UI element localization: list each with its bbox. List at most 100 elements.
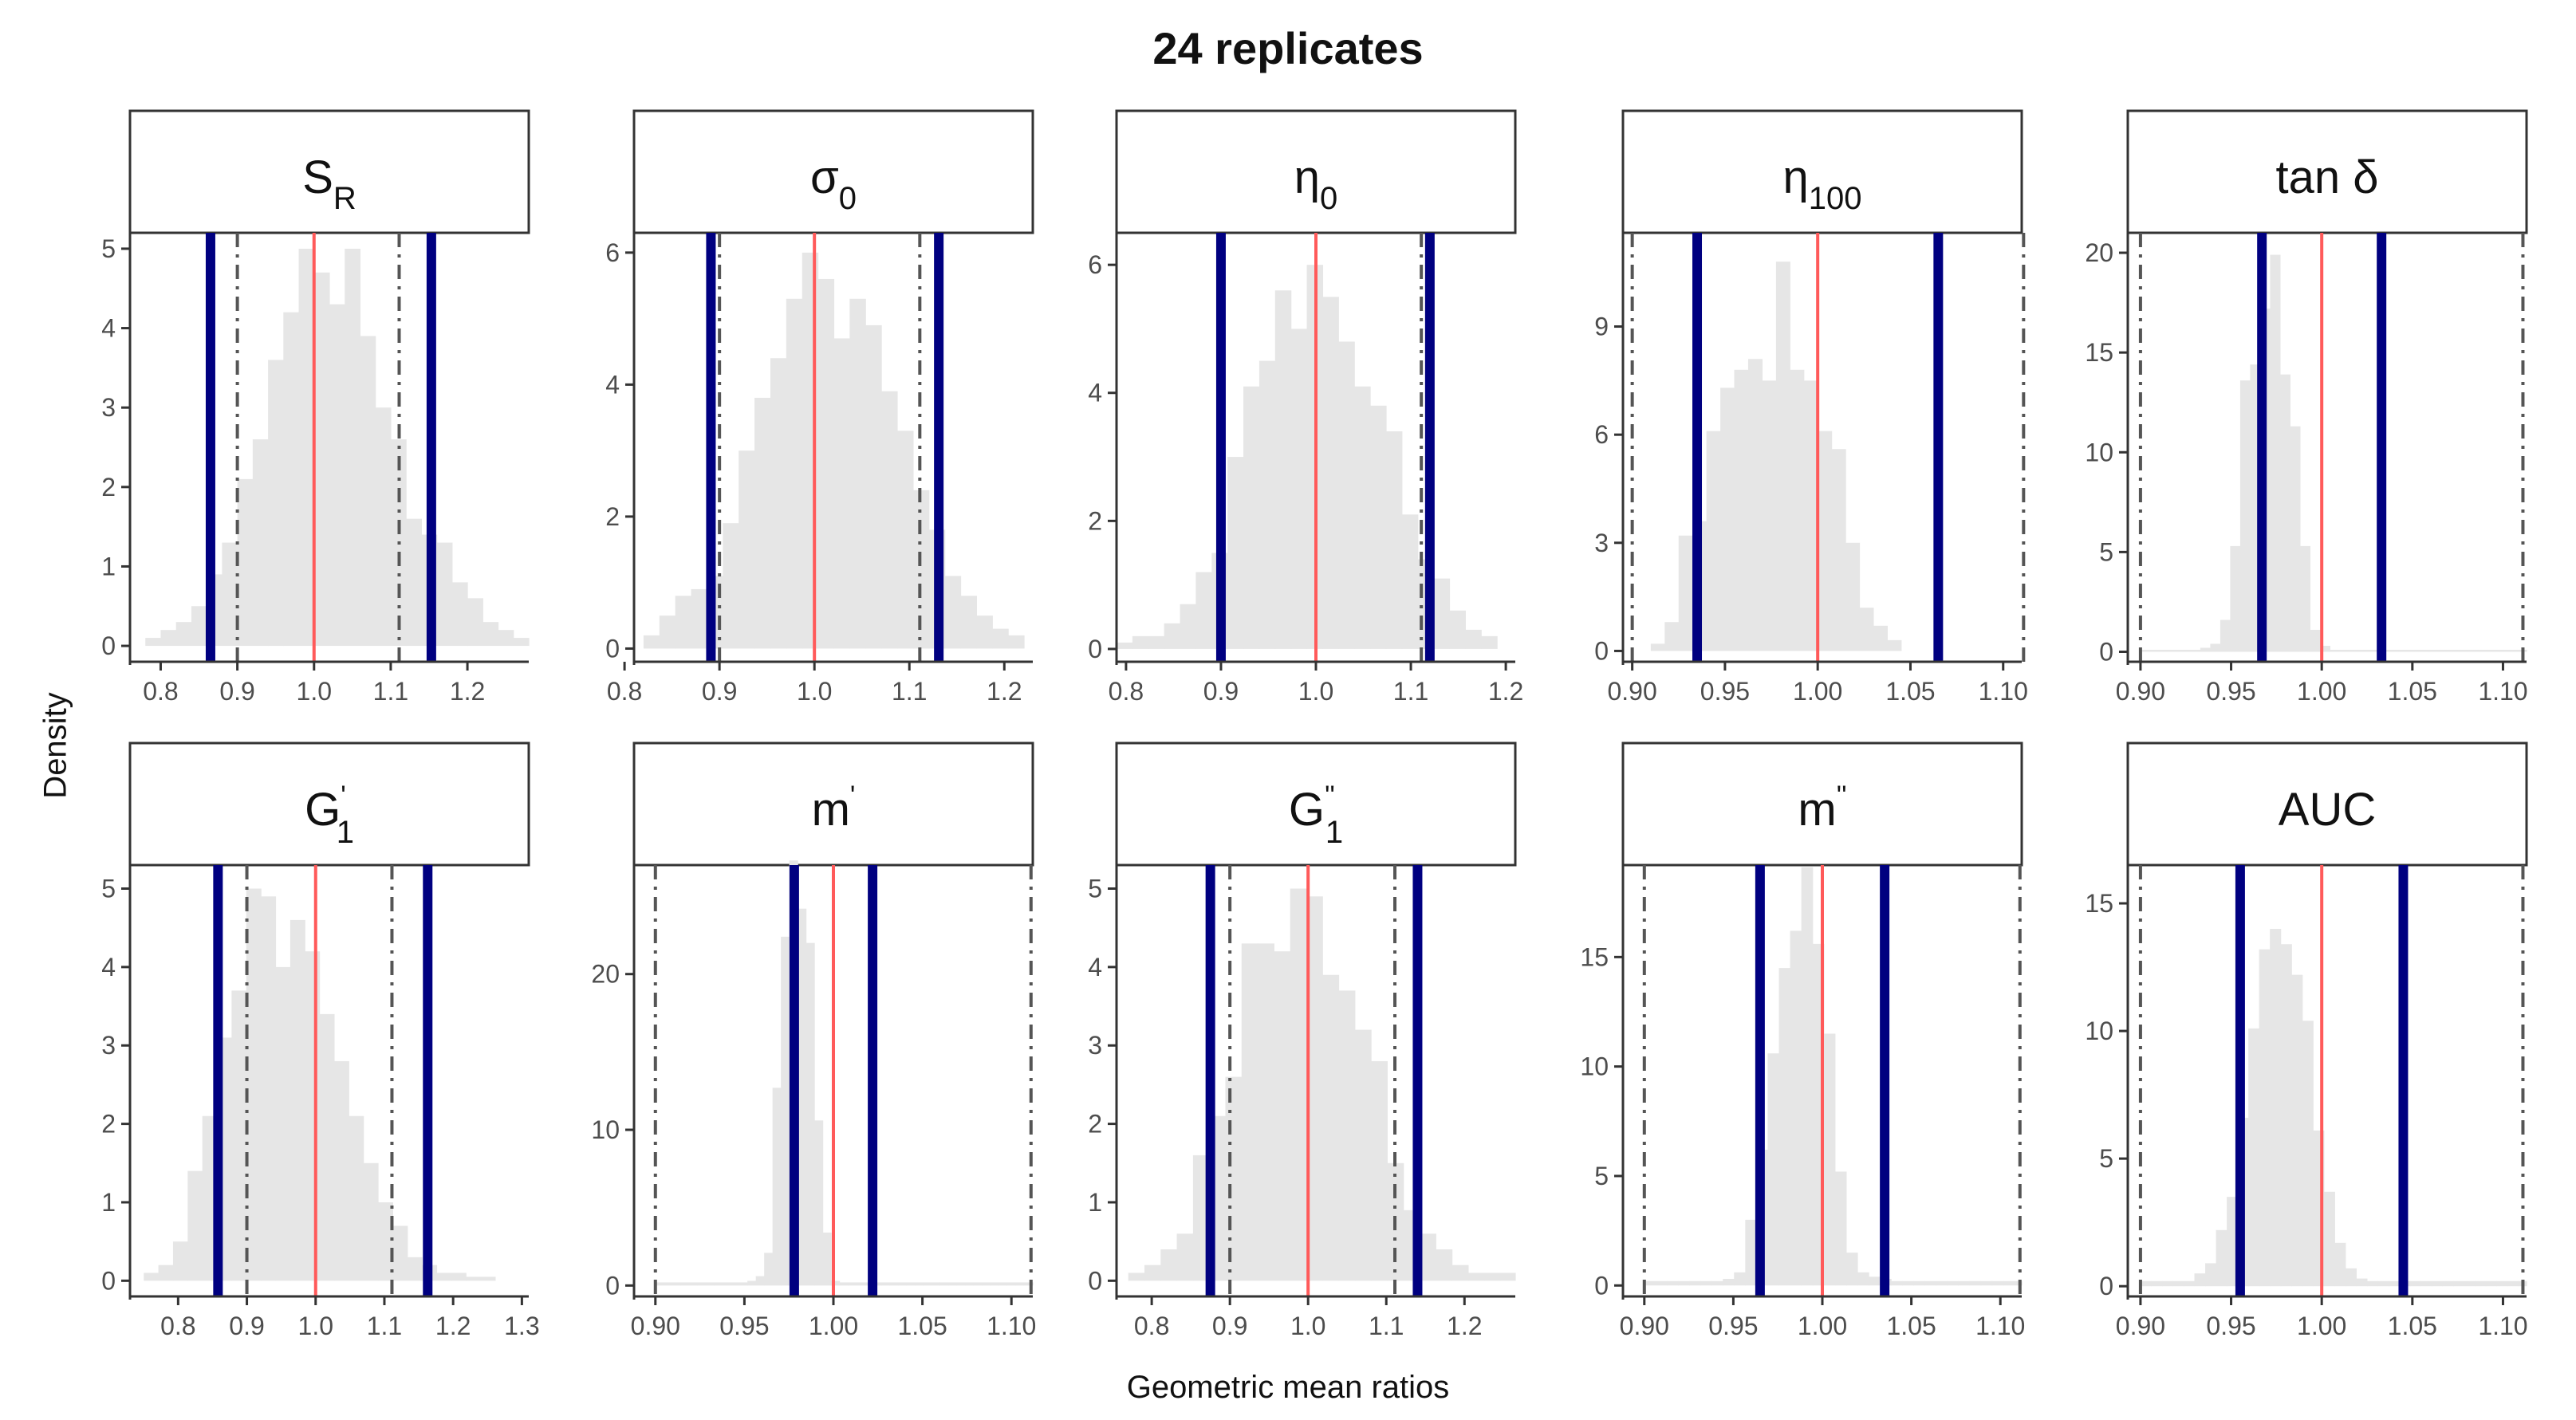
- histogram-bar: [714, 1282, 723, 1286]
- histogram-bar: [680, 1282, 690, 1286]
- histogram-bar: [1354, 386, 1371, 649]
- histogram-bar: [172, 1241, 188, 1281]
- y-tick-label: 2: [1088, 1110, 1102, 1139]
- histogram-bar: [2420, 1280, 2432, 1287]
- facet-strip: [2126, 741, 2528, 867]
- histogram-bar: [2459, 649, 2471, 652]
- histogram-bar: [2279, 374, 2291, 652]
- y-tick-label: 3: [1594, 529, 1609, 557]
- y-tick-label: 10: [1580, 1052, 1609, 1081]
- histogram-bar: [817, 278, 835, 649]
- histogram-bar: [881, 391, 898, 649]
- y-tick-label: 5: [2099, 537, 2113, 566]
- y-tick-label: 3: [101, 1031, 116, 1060]
- histogram-bar: [1014, 1282, 1024, 1286]
- histogram-bar: [1258, 943, 1274, 1281]
- histogram-bar: [436, 1272, 452, 1281]
- histogram-bar: [2248, 1028, 2260, 1287]
- histogram-bar: [1734, 1272, 1746, 1286]
- histogram-bar: [2270, 254, 2281, 652]
- y-tick-label: 0: [101, 631, 116, 660]
- histogram-bar: [237, 478, 254, 647]
- histogram-bar: [764, 1253, 774, 1286]
- histogram-bar: [973, 1282, 983, 1286]
- histogram-bar: [158, 1265, 174, 1281]
- x-tick-label: 0.90: [2116, 677, 2165, 706]
- histogram-bar: [1274, 951, 1291, 1281]
- histogram-bar: [1678, 535, 1693, 651]
- histogram-bar: [480, 1276, 496, 1281]
- histogram-bar: [1148, 635, 1165, 649]
- histogram-bar: [349, 1115, 364, 1281]
- y-tick-label: 0: [2099, 637, 2113, 666]
- histogram-bar: [2350, 649, 2361, 652]
- histogram-bar: [2270, 929, 2282, 1287]
- histogram-bar: [1924, 1280, 1937, 1286]
- histogram-bar: [2319, 645, 2331, 652]
- histogram-bar: [923, 1282, 932, 1286]
- histogram-bar: [931, 1282, 941, 1286]
- histogram-bar: [723, 523, 739, 649]
- histogram-bar: [947, 1282, 958, 1286]
- histogram-bar: [1734, 369, 1749, 651]
- histogram-bar: [392, 1225, 408, 1281]
- histogram-bar: [2339, 649, 2351, 652]
- histogram-bar: [275, 966, 291, 1281]
- histogram-bar: [1666, 1280, 1679, 1286]
- histogram-bar: [1767, 1053, 1780, 1286]
- histogram-bar: [2151, 1280, 2163, 1287]
- histogram-bar: [1338, 341, 1355, 649]
- facet-title: SR: [302, 151, 356, 216]
- y-tick-label: 10: [591, 1115, 620, 1144]
- histogram-bar: [2366, 1280, 2379, 1287]
- histogram-bar: [1465, 629, 1482, 649]
- histogram-bar: [2310, 629, 2321, 652]
- histogram-bar: [1023, 1282, 1033, 1286]
- histogram-bar: [2388, 1280, 2401, 1287]
- histogram-bar: [2003, 1280, 2015, 1286]
- x-tick-label: 1.0: [1298, 677, 1333, 706]
- histogram-bar: [451, 1272, 467, 1281]
- histogram-bar: [2429, 649, 2440, 652]
- histogram-bar: [144, 1272, 160, 1281]
- facet-strip: [632, 741, 1034, 867]
- histogram-bar: [1227, 457, 1244, 649]
- y-tick-label: 2: [101, 1110, 116, 1139]
- histogram-bar: [1747, 359, 1763, 651]
- histogram-bar: [691, 588, 708, 649]
- histogram-bar: [822, 1232, 832, 1286]
- y-tick-label: 4: [1088, 953, 1102, 981]
- x-tick-label: 1.1: [367, 1312, 402, 1340]
- histogram-bar: [1711, 1280, 1723, 1286]
- histogram-bar: [1192, 1154, 1210, 1281]
- x-tick-label: 1.2: [987, 677, 1022, 706]
- histogram-bar: [2507, 1280, 2519, 1287]
- histogram-bar: [333, 1060, 349, 1281]
- histogram-bar: [1225, 1076, 1243, 1281]
- histogram-bar: [160, 630, 177, 647]
- y-tick-label: 2: [1088, 506, 1102, 535]
- histogram-bar: [1180, 604, 1197, 649]
- histogram-bar: [498, 630, 514, 647]
- histogram-bar: [2184, 1280, 2196, 1287]
- facet-strip: [632, 109, 1034, 234]
- histogram-bar: [944, 576, 962, 649]
- x-tick-label: 1.3: [504, 1312, 539, 1340]
- x-tick-label: 0.8: [160, 1312, 195, 1340]
- facet-panel: σ0 0.8 0.9 1.0 1.1 1.2 0 2 4 6: [605, 109, 1034, 706]
- histogram-bar: [2280, 944, 2292, 1287]
- histogram-bar: [956, 1282, 966, 1286]
- histogram-bar: [1164, 623, 1181, 649]
- histogram-bar: [786, 298, 803, 649]
- facet-panel: G'' 1 0.8 0.9 1.0 1.1 1.2 0 1 2 3 4 5: [1088, 741, 1517, 1340]
- histogram-bar: [1436, 1249, 1453, 1281]
- histogram-bar: [313, 272, 330, 647]
- histogram-bar: [1385, 431, 1403, 649]
- histogram-bar: [912, 490, 930, 649]
- y-tick-label: 0: [605, 634, 620, 663]
- histogram-bar: [2409, 649, 2420, 652]
- histogram-bar: [731, 1282, 740, 1286]
- x-tick-label: 0.9: [702, 677, 737, 706]
- x-tick-label: 1.00: [1793, 677, 1842, 706]
- histogram-bar: [2190, 649, 2201, 652]
